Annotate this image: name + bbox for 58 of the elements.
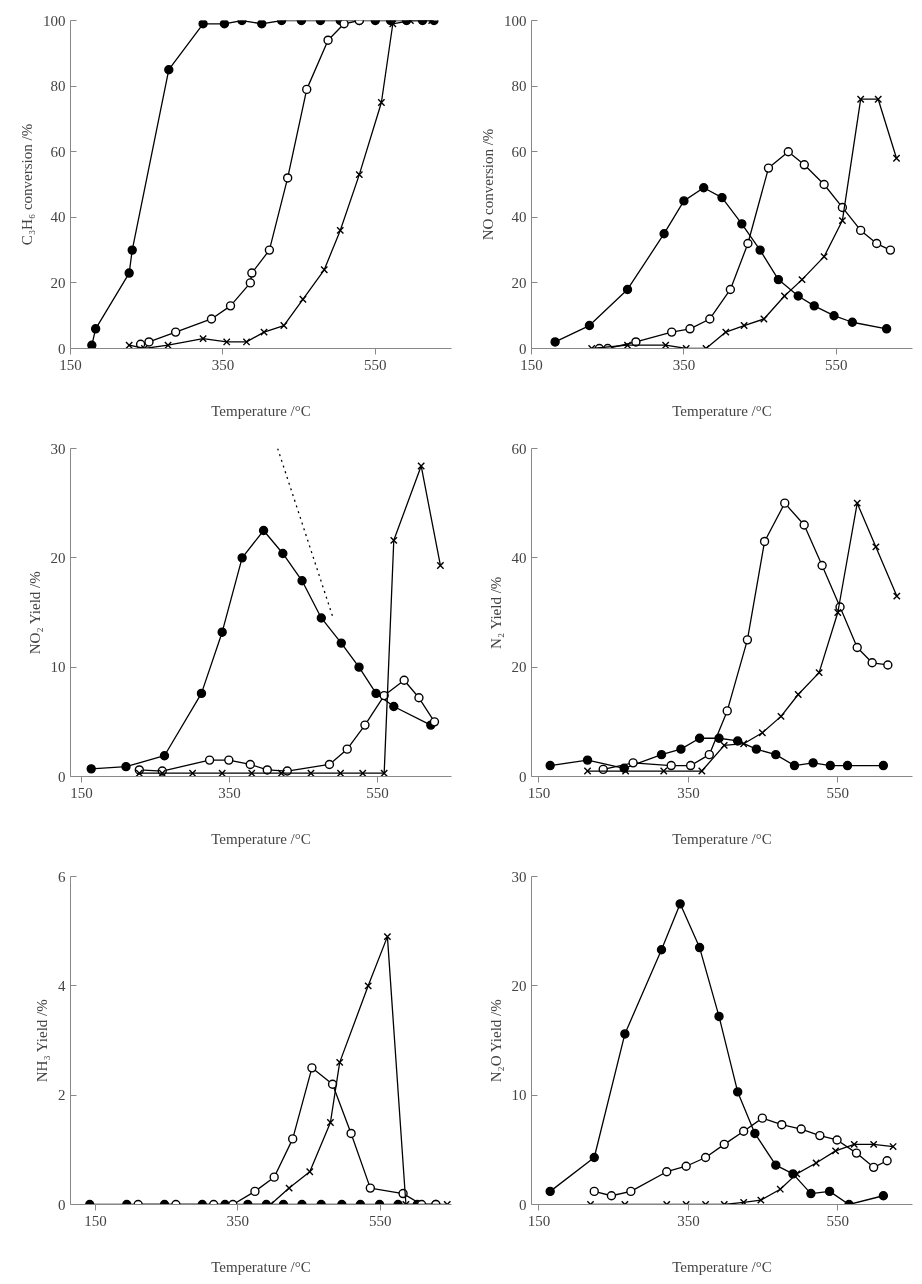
y-tick-label: 80 (511, 78, 527, 95)
x-axis-title: Temperature /°C (211, 830, 311, 847)
x-tick-label: 550 (825, 356, 848, 373)
y-tick-label: 40 (511, 549, 527, 566)
x-tick-label: 550 (826, 1212, 850, 1229)
x-axis-title: Temperature /°C (211, 1258, 311, 1275)
x-axis-title: Temperature /°C (672, 830, 772, 847)
x-tick-label: 350 (672, 356, 696, 373)
y-axis-title: N₂ Yield /% (487, 576, 504, 649)
x-tick-label: 350 (218, 784, 241, 801)
y-axis-title: NO conversion /% (480, 128, 496, 241)
y-tick-label: 100 (43, 12, 66, 29)
y-tick-label: 30 (50, 440, 66, 457)
x-axis-title: Temperature /°C (672, 1258, 772, 1275)
y-tick-label: 40 (50, 209, 66, 226)
y-tick-label: 60 (50, 143, 66, 160)
y-axis-title: C₃H₆ conversion /% (19, 123, 35, 246)
y-axis-title: NO₂ Yield /% (26, 571, 43, 655)
x-tick-label: 350 (677, 1212, 700, 1229)
x-tick-label: 350 (226, 1212, 250, 1229)
y-tick-label: 20 (511, 274, 527, 291)
y-tick-label: 20 (50, 549, 66, 566)
x-tick-label: 150 (527, 784, 551, 801)
x-axis-title: Temperature /°C (211, 402, 311, 419)
x-tick-label: 550 (826, 784, 850, 801)
x-tick-label: 550 (364, 356, 387, 373)
x-tick-label: 150 (84, 1212, 107, 1229)
x-tick-label: 150 (527, 1212, 551, 1229)
y-tick-label: 20 (511, 659, 527, 676)
y-tick-label: 0 (58, 768, 66, 785)
y-tick-label: 100 (504, 12, 527, 29)
y-tick-label: 2 (58, 1087, 66, 1104)
y-tick-label: 0 (58, 1196, 66, 1213)
y-tick-label: 10 (50, 659, 66, 676)
x-tick-label: 350 (211, 356, 235, 373)
x-tick-label: 350 (677, 784, 700, 801)
y-tick-label: 20 (50, 274, 66, 291)
y-tick-label: 4 (58, 977, 66, 994)
x-tick-label: 150 (70, 784, 93, 801)
y-axis-title: NH₃ Yield /% (34, 999, 50, 1083)
x-tick-label: 150 (520, 356, 543, 373)
y-tick-label: 60 (511, 440, 527, 457)
x-axis-title: Temperature /°C (672, 402, 772, 419)
y-tick-label: 80 (50, 78, 66, 95)
y-tick-label: 0 (58, 340, 66, 357)
x-tick-label: 550 (369, 1212, 392, 1229)
x-tick-label: 550 (366, 784, 389, 801)
y-tick-label: 0 (519, 1196, 527, 1213)
y-axis-title: N₂O Yield /% (487, 999, 504, 1083)
y-tick-label: 0 (519, 768, 527, 785)
y-tick-label: 60 (511, 143, 527, 160)
y-tick-label: 20 (511, 977, 527, 994)
y-tick-label: 6 (58, 868, 66, 885)
y-tick-label: 0 (519, 340, 527, 357)
x-tick-label: 150 (59, 356, 82, 373)
y-tick-label: 40 (511, 209, 527, 226)
y-tick-label: 30 (511, 868, 527, 885)
y-tick-label: 10 (511, 1087, 527, 1104)
